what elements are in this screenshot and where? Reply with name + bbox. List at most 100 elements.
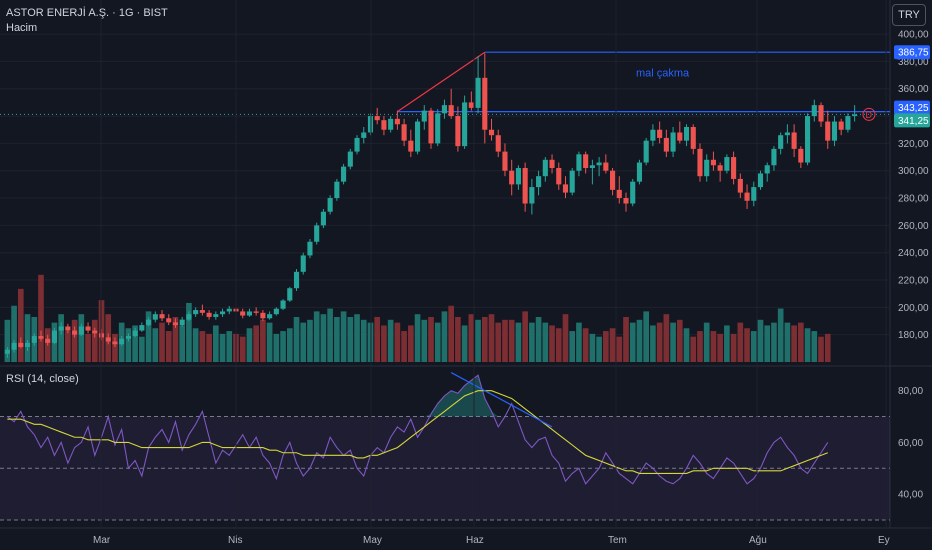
volume-bar bbox=[186, 302, 192, 362]
candle-body bbox=[172, 322, 179, 326]
rsi-tick-label: 80,00 bbox=[898, 386, 923, 397]
volume-bar bbox=[280, 331, 286, 362]
candle-body bbox=[125, 336, 131, 339]
volume-bar bbox=[374, 317, 381, 362]
candle-body bbox=[361, 132, 367, 138]
candle-body bbox=[347, 151, 353, 167]
volume-label: Hacim bbox=[6, 22, 38, 34]
volume-bar bbox=[313, 311, 320, 362]
candle-body bbox=[38, 336, 44, 339]
volume-bar bbox=[750, 331, 757, 362]
volume-bar bbox=[737, 322, 744, 362]
candle-body bbox=[408, 140, 414, 152]
volume-bar bbox=[307, 319, 313, 362]
volume-bar bbox=[71, 319, 78, 362]
price-tick-label: 240,00 bbox=[898, 248, 929, 259]
candle-body bbox=[293, 271, 300, 289]
volume-bar bbox=[616, 336, 623, 362]
volume-bar bbox=[11, 305, 17, 362]
rsi-ma-line bbox=[7, 390, 828, 474]
candle-body bbox=[845, 116, 851, 130]
candle-body bbox=[737, 178, 743, 193]
volume-bar bbox=[535, 317, 542, 362]
candle-body bbox=[139, 325, 145, 331]
candle-body bbox=[542, 159, 548, 177]
candle-body bbox=[31, 336, 37, 343]
candle-body bbox=[589, 165, 595, 168]
candle-body bbox=[45, 338, 51, 343]
candle-body bbox=[193, 310, 199, 315]
volume-bar bbox=[152, 328, 159, 362]
volume-bar bbox=[589, 333, 596, 362]
candle-body bbox=[98, 333, 105, 338]
volume-bar bbox=[529, 322, 535, 362]
volume-bar bbox=[502, 319, 508, 362]
volume-bar bbox=[4, 319, 11, 362]
currency-button[interactable]: TRY bbox=[892, 4, 926, 26]
price-tick-label: 300,00 bbox=[898, 166, 929, 177]
candle-body bbox=[388, 118, 394, 130]
volume-bar bbox=[710, 331, 717, 362]
candle-body bbox=[791, 132, 797, 149]
volume-bar bbox=[488, 314, 495, 362]
candle-body bbox=[72, 330, 78, 335]
volume-bar bbox=[266, 322, 273, 362]
volume-bar bbox=[394, 322, 401, 362]
symbol-title: ASTOR ENERJİ A.Ş. · 1G · BIST bbox=[6, 7, 168, 19]
volume-bar bbox=[804, 328, 811, 362]
volume-bar bbox=[643, 311, 650, 362]
candle-body bbox=[798, 148, 804, 163]
candle-body bbox=[717, 165, 723, 171]
volume-bar bbox=[676, 319, 683, 362]
volume-bar bbox=[576, 322, 582, 362]
candle-body bbox=[253, 311, 259, 313]
price-tick-label: 320,00 bbox=[898, 139, 929, 150]
volume-bar bbox=[562, 314, 569, 362]
candle-body bbox=[616, 189, 622, 199]
price-tick-label: 380,00 bbox=[898, 57, 929, 68]
price-axis-badge bbox=[894, 100, 930, 115]
time-tick-label: Haz bbox=[466, 535, 484, 546]
candle-body bbox=[724, 157, 730, 171]
price-axis-badge bbox=[894, 113, 930, 128]
volume-bar bbox=[818, 336, 824, 362]
rsi-tick-label: 60,00 bbox=[898, 438, 923, 449]
volume-bar bbox=[354, 314, 360, 362]
candle-body bbox=[78, 326, 84, 335]
candle-body bbox=[401, 124, 407, 141]
candle-body bbox=[4, 349, 10, 354]
volume-bar bbox=[542, 322, 549, 362]
volume-bar bbox=[549, 325, 555, 362]
volume-bar bbox=[165, 331, 172, 362]
candle-body bbox=[246, 311, 252, 316]
volume-bar bbox=[327, 308, 333, 362]
candle-body bbox=[226, 308, 232, 312]
volume-bar bbox=[367, 322, 374, 362]
candle-body bbox=[831, 121, 838, 141]
price-axis-badge-label: 343,25 bbox=[898, 103, 929, 114]
volume-bar bbox=[286, 328, 293, 362]
volume-bar bbox=[125, 328, 132, 362]
candle-body bbox=[475, 77, 481, 108]
volume-bar bbox=[401, 331, 407, 362]
candle-body bbox=[300, 255, 306, 272]
price-tick-label: 180,00 bbox=[898, 330, 929, 341]
volume-bar bbox=[730, 333, 737, 362]
candle-body bbox=[784, 132, 790, 136]
volume-bar bbox=[791, 325, 797, 362]
candle-body bbox=[273, 308, 279, 315]
candle-body bbox=[58, 326, 64, 331]
candle-body bbox=[179, 319, 185, 326]
volume-bar bbox=[724, 325, 730, 362]
time-tick-label: Ey bbox=[878, 535, 890, 546]
candle-body bbox=[320, 211, 326, 226]
dividend-marker bbox=[862, 107, 876, 121]
volume-bar bbox=[199, 331, 206, 362]
annotation-label: mal çakma bbox=[636, 67, 690, 79]
candle-body bbox=[206, 312, 212, 317]
volume-bar bbox=[515, 322, 522, 362]
price-tick-label: 260,00 bbox=[898, 221, 929, 232]
candle-body bbox=[515, 167, 521, 185]
volume-bar bbox=[24, 314, 31, 362]
